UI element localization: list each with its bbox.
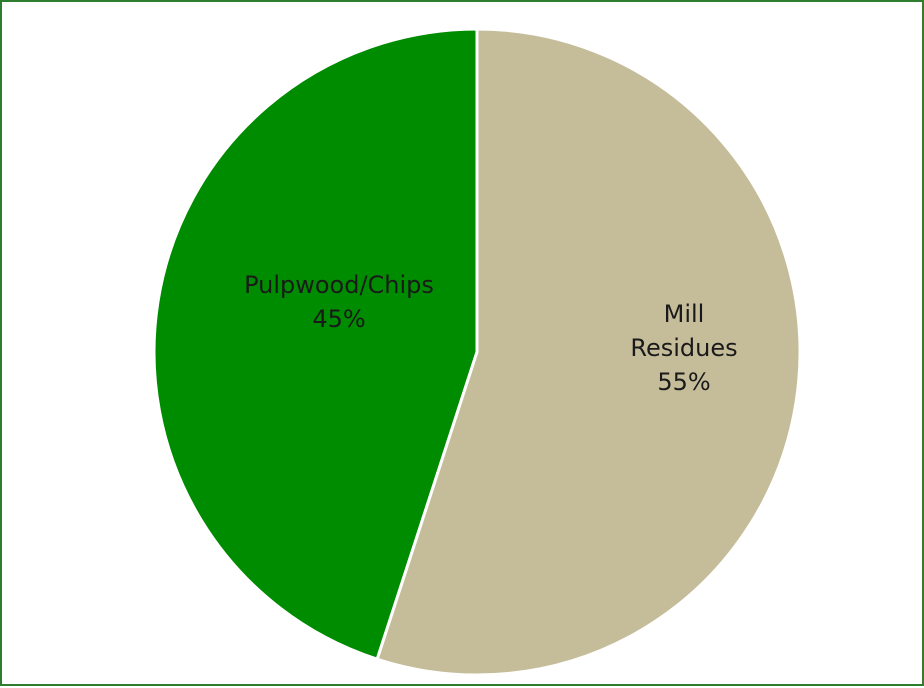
slice-percent-label-mill-residues: 55% (657, 368, 710, 396)
pie-labels: Pulpwood/Chips 45% Mill Residues 55% (244, 271, 738, 396)
slice-name-label-mill-residues: Mill (664, 300, 705, 328)
pie-slices (152, 27, 802, 677)
pie-slice-pulpwood-chips (152, 27, 479, 661)
slice-name-label-mill-residues: Residues (630, 334, 737, 362)
slice-percent-label-pulpwood-chips: 45% (312, 305, 365, 333)
pie-slice-mill-residues (375, 27, 802, 677)
slice-name-label-pulpwood-chips: Pulpwood/Chips (244, 271, 434, 299)
